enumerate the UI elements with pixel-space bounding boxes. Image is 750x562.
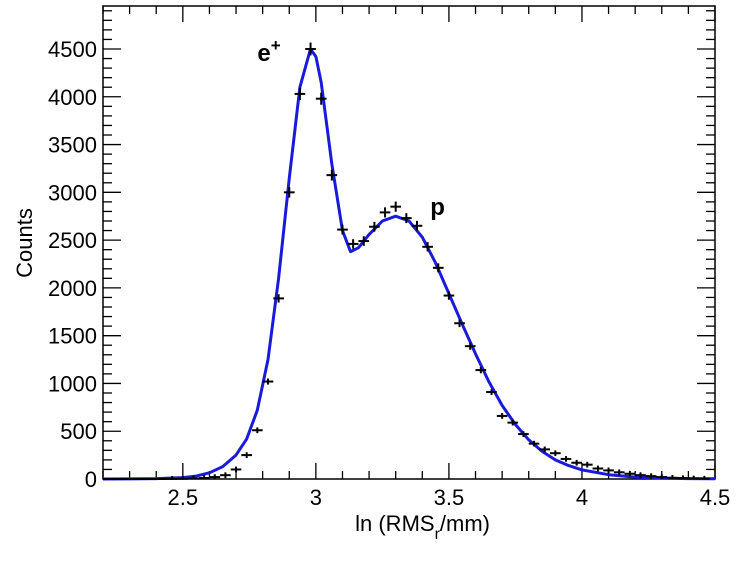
- data-point: [539, 446, 551, 453]
- data-point: [401, 213, 412, 224]
- data-point: [645, 473, 657, 479]
- data-point: [688, 475, 700, 480]
- data-point: [166, 476, 178, 480]
- data-point: [411, 220, 423, 231]
- x-tick-label: 4: [576, 485, 588, 510]
- annotation-text: p: [430, 194, 445, 221]
- plot-frame: [102, 5, 716, 480]
- data-point: [177, 475, 189, 480]
- data-point: [603, 467, 614, 474]
- y-tick-label: 3500: [48, 133, 97, 158]
- data-point: [209, 474, 221, 479]
- data-point: [592, 465, 604, 472]
- annotation: e+: [257, 36, 280, 67]
- data-point: [464, 342, 476, 350]
- y-tick-label: 2500: [48, 228, 97, 253]
- y-tick-label: 500: [60, 419, 97, 444]
- y-tick-label: 2000: [48, 276, 97, 301]
- fit-curve-group: [102, 47, 716, 481]
- data-point: [560, 456, 572, 462]
- y-axis-label: Counts: [12, 208, 37, 278]
- data-point: [347, 239, 359, 249]
- data-point: [624, 470, 636, 477]
- data-point: [443, 291, 455, 300]
- data-point: [677, 475, 689, 480]
- data-point: [315, 92, 327, 105]
- data-point: [358, 236, 370, 246]
- y-tick-label: 0: [85, 467, 97, 492]
- data-point: [326, 169, 338, 181]
- x-tick-label: 2.5: [168, 485, 199, 510]
- data-point: [337, 224, 348, 235]
- data-point: [635, 472, 646, 479]
- data-point: [198, 475, 210, 480]
- data-point: [188, 475, 199, 480]
- y-tick-label: 4000: [48, 85, 97, 110]
- data-point: [581, 461, 593, 468]
- data-point: [283, 187, 295, 198]
- data-point: [390, 201, 402, 212]
- annotation-text: e: [257, 40, 270, 67]
- data-point: [273, 294, 284, 303]
- data-point: [613, 469, 625, 476]
- data-point: [432, 263, 444, 273]
- fit-curve: [102, 47, 716, 481]
- data-point: [230, 466, 242, 473]
- data-point: [262, 378, 274, 385]
- y-tick-label: 4500: [48, 37, 97, 62]
- data-point: [667, 474, 678, 479]
- data-point: [252, 427, 263, 434]
- annotation: p: [430, 194, 445, 221]
- data-point: [454, 319, 465, 328]
- x-axis-label-main: ln (RMS: [355, 511, 434, 536]
- data-point: [507, 419, 519, 426]
- annotations: e+ p: [257, 36, 445, 221]
- data-point: [528, 440, 540, 447]
- data-point: [550, 450, 561, 457]
- data-point: [656, 474, 668, 479]
- data-point: [571, 459, 582, 466]
- x-axis-label-tail: /mm): [440, 511, 490, 536]
- data-point: [496, 413, 508, 419]
- x-axis-label-sub: r: [435, 526, 441, 543]
- y-tick-label: 1000: [48, 371, 97, 396]
- axis-ticks: 2.5 3 3.5 4 4.5 0 500 1000 1500 2000 2500 3000 3500 4…: [48, 6, 730, 510]
- x-tick-label: 4.5: [700, 485, 731, 510]
- x-tick-label: 3: [310, 485, 322, 510]
- data-point: [486, 389, 497, 395]
- data-point: [241, 452, 253, 458]
- data-point: [220, 472, 231, 479]
- x-axis-label: ln (RMSr/mm): [355, 511, 490, 543]
- data-point: [518, 431, 529, 437]
- data-points-group: [103, 42, 710, 480]
- data-point: [305, 42, 316, 56]
- y-tick-label: 3000: [48, 180, 97, 205]
- data-point: [699, 475, 710, 480]
- data-point: [369, 221, 380, 232]
- data-point: [294, 87, 306, 100]
- data-point: [475, 366, 487, 374]
- data-point: [379, 207, 391, 218]
- data-point: [422, 242, 433, 252]
- annotation-superscript: +: [271, 36, 281, 55]
- y-tick-label: 1500: [48, 324, 97, 349]
- x-tick-label: 3.5: [434, 485, 465, 510]
